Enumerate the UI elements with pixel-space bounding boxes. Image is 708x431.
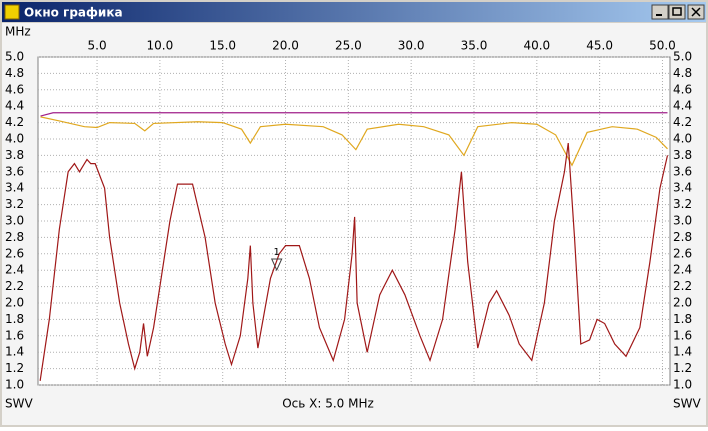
maximize-button[interactable]	[668, 4, 686, 20]
y-tick-label: 2.8	[5, 230, 24, 244]
y-tick-label-right: 3.8	[673, 148, 692, 162]
y-tick-label: 3.4	[5, 181, 24, 195]
y-tick-label: 1.0	[5, 378, 24, 392]
y-tick-label-right: 1.2	[673, 361, 692, 375]
x-tick-label: 35.0	[461, 39, 488, 53]
y-tick-label: 1.8	[5, 312, 24, 326]
y-tick-label: 2.2	[5, 279, 24, 293]
title-bar	[2, 2, 706, 22]
y-tick-label: 1.4	[5, 345, 24, 359]
y-tick-label-right: 2.6	[673, 246, 692, 260]
app-icon	[4, 4, 20, 20]
y-tick-label: 5.0	[5, 50, 24, 64]
y-tick-label: 4.0	[5, 132, 24, 146]
y-tick-label-right: 3.0	[673, 214, 692, 228]
y-tick-label-right: 1.0	[673, 378, 692, 392]
y-tick-label-right: 1.6	[673, 328, 692, 342]
maximize-glyph	[672, 7, 682, 16]
y-tick-label-right: 2.4	[673, 263, 692, 277]
y-tick-label-right: 4.2	[673, 115, 692, 129]
y-tick-label: 1.6	[5, 328, 24, 342]
y-tick-label-right: 2.2	[673, 279, 692, 293]
y-tick-label: 4.8	[5, 66, 24, 80]
y-tick-label-right: 2.8	[673, 230, 692, 244]
x-tick-label: 40.0	[523, 39, 550, 53]
y-tick-label-right: 3.6	[673, 164, 692, 178]
marker	[270, 258, 283, 272]
x-tick-label: 15.0	[209, 39, 236, 53]
x-tick-label: 20.0	[272, 39, 299, 53]
y-tick-label: 3.8	[5, 148, 24, 162]
y-tick-label: 4.6	[5, 82, 24, 96]
y-tick-label: 1.2	[5, 361, 24, 375]
x-tick-label: 5.0	[88, 39, 107, 53]
minimize-button[interactable]	[651, 4, 669, 20]
marker-label: 1	[274, 247, 280, 258]
x-tick-label: 10.0	[147, 39, 174, 53]
y-tick-label-right: 1.8	[673, 312, 692, 326]
y-tick-label: 2.4	[5, 263, 24, 277]
window-title: Окно графика	[24, 6, 123, 20]
y-tick-label: 2.6	[5, 246, 24, 260]
window-buttons[interactable]	[651, 4, 705, 20]
y-tick-label-right: 4.8	[673, 66, 692, 80]
y-tick-label: 3.0	[5, 214, 24, 228]
y-axis-label-right: SWV	[673, 397, 701, 411]
y-tick-label: 3.6	[5, 164, 24, 178]
x-tick-label: 30.0	[398, 39, 425, 53]
series-line	[40, 112, 668, 117]
y-tick-label-right: 1.4	[673, 345, 692, 359]
y-tick-label-right: 4.4	[673, 99, 692, 113]
y-tick-label-right: 3.4	[673, 181, 692, 195]
x-tick-label: 45.0	[586, 39, 613, 53]
y-tick-label: 4.4	[5, 99, 24, 113]
y-tick-label: 3.2	[5, 197, 24, 211]
close-glyph	[691, 7, 701, 17]
x-tick-label: 25.0	[335, 39, 362, 53]
x-axis-label: MHz	[5, 25, 31, 39]
y-tick-label: 2.0	[5, 296, 24, 310]
y-tick-label-right: 5.0	[673, 50, 692, 64]
y-tick-label-right: 4.6	[673, 82, 692, 96]
y-axis-label: SWV	[5, 397, 33, 411]
series-line	[39, 143, 669, 381]
y-tick-label: 4.2	[5, 115, 24, 129]
y-tick-label-right: 2.0	[673, 296, 692, 310]
y-tick-label-right: 3.2	[673, 197, 692, 211]
status-text: Ось X: 5.0 MHz	[282, 397, 374, 411]
x-tick-label: 50.0	[649, 39, 676, 53]
y-tick-label-right: 4.0	[673, 132, 692, 146]
